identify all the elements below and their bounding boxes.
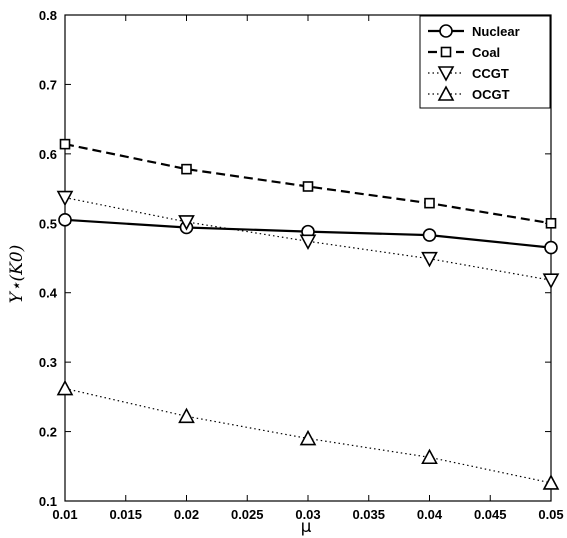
plot-area: 0.01 0.015 0.02 0.025 0.03 0.035 0.04 0.045 0.05… [39,8,564,522]
data-point-ocgt [421,448,438,465]
series-line-ccgt [64,197,552,281]
legend-label-coal: Coal [472,45,500,60]
x-tick-label: 0.045 [474,507,507,522]
legend-marker-ccgt [437,66,455,82]
legend-label-ccgt: CCGT [472,66,509,81]
legend-label-ocgt: OCGT [472,87,510,102]
y-axis-label-group: Y⋆(K0) [7,245,27,304]
data-point-coal [59,138,71,150]
data-point-ccgt [178,215,195,231]
y-tick-label: 0.6 [39,147,57,162]
data-point-ocgt [56,379,74,396]
data-point-coal [424,197,435,209]
data-point-ccgt [542,273,560,289]
x-tick-label: 0.05 [538,507,563,522]
data-point-nuclear [422,228,437,242]
data-point-coal [545,217,557,229]
series-ccgt [56,190,560,289]
x-axis-label: μ [301,517,312,537]
data-point-ocgt [542,474,560,490]
x-tick-label: 0.03 [295,507,320,522]
y-axis-label: Y⋆(K0) [7,245,27,304]
series-coal [59,138,557,229]
data-point-ccgt [421,251,438,268]
x-tick-label: 0.04 [417,507,443,522]
legend-label-nuclear: Nuclear [472,24,520,39]
y-tick-label: 0.8 [39,8,57,23]
series-ocgt [56,379,560,490]
y-tick-label: 0.4 [39,286,58,301]
legend-marker-ocgt [437,85,455,101]
data-point-ocgt [299,429,317,446]
x-tick-label: 0.025 [231,507,264,522]
legend-marker-nuclear [439,24,453,38]
legend-marker-coal [440,46,452,58]
y-tick-label: 0.5 [39,216,57,231]
data-point-coal [302,181,314,192]
y-tick-label: 0.7 [39,77,57,92]
x-tick-label: 0.02 [174,507,199,522]
data-point-nuclear [544,240,558,255]
x-tick-label: 0.035 [352,507,385,522]
y-tick-label: 0.2 [39,425,57,440]
data-point-ccgt [56,190,74,207]
data-point-ocgt [178,407,195,424]
legend: Nuclear Coal CCGT OCGT [419,15,551,109]
x-tick-label: 0.015 [109,507,142,522]
data-point-nuclear [58,213,72,227]
y-tick-label: 0.1 [39,494,57,509]
data-point-coal [181,163,192,175]
x-tick-label: 0.01 [52,507,77,522]
data-point-ccgt [299,234,317,251]
y-tick-label: 0.3 [39,355,57,370]
